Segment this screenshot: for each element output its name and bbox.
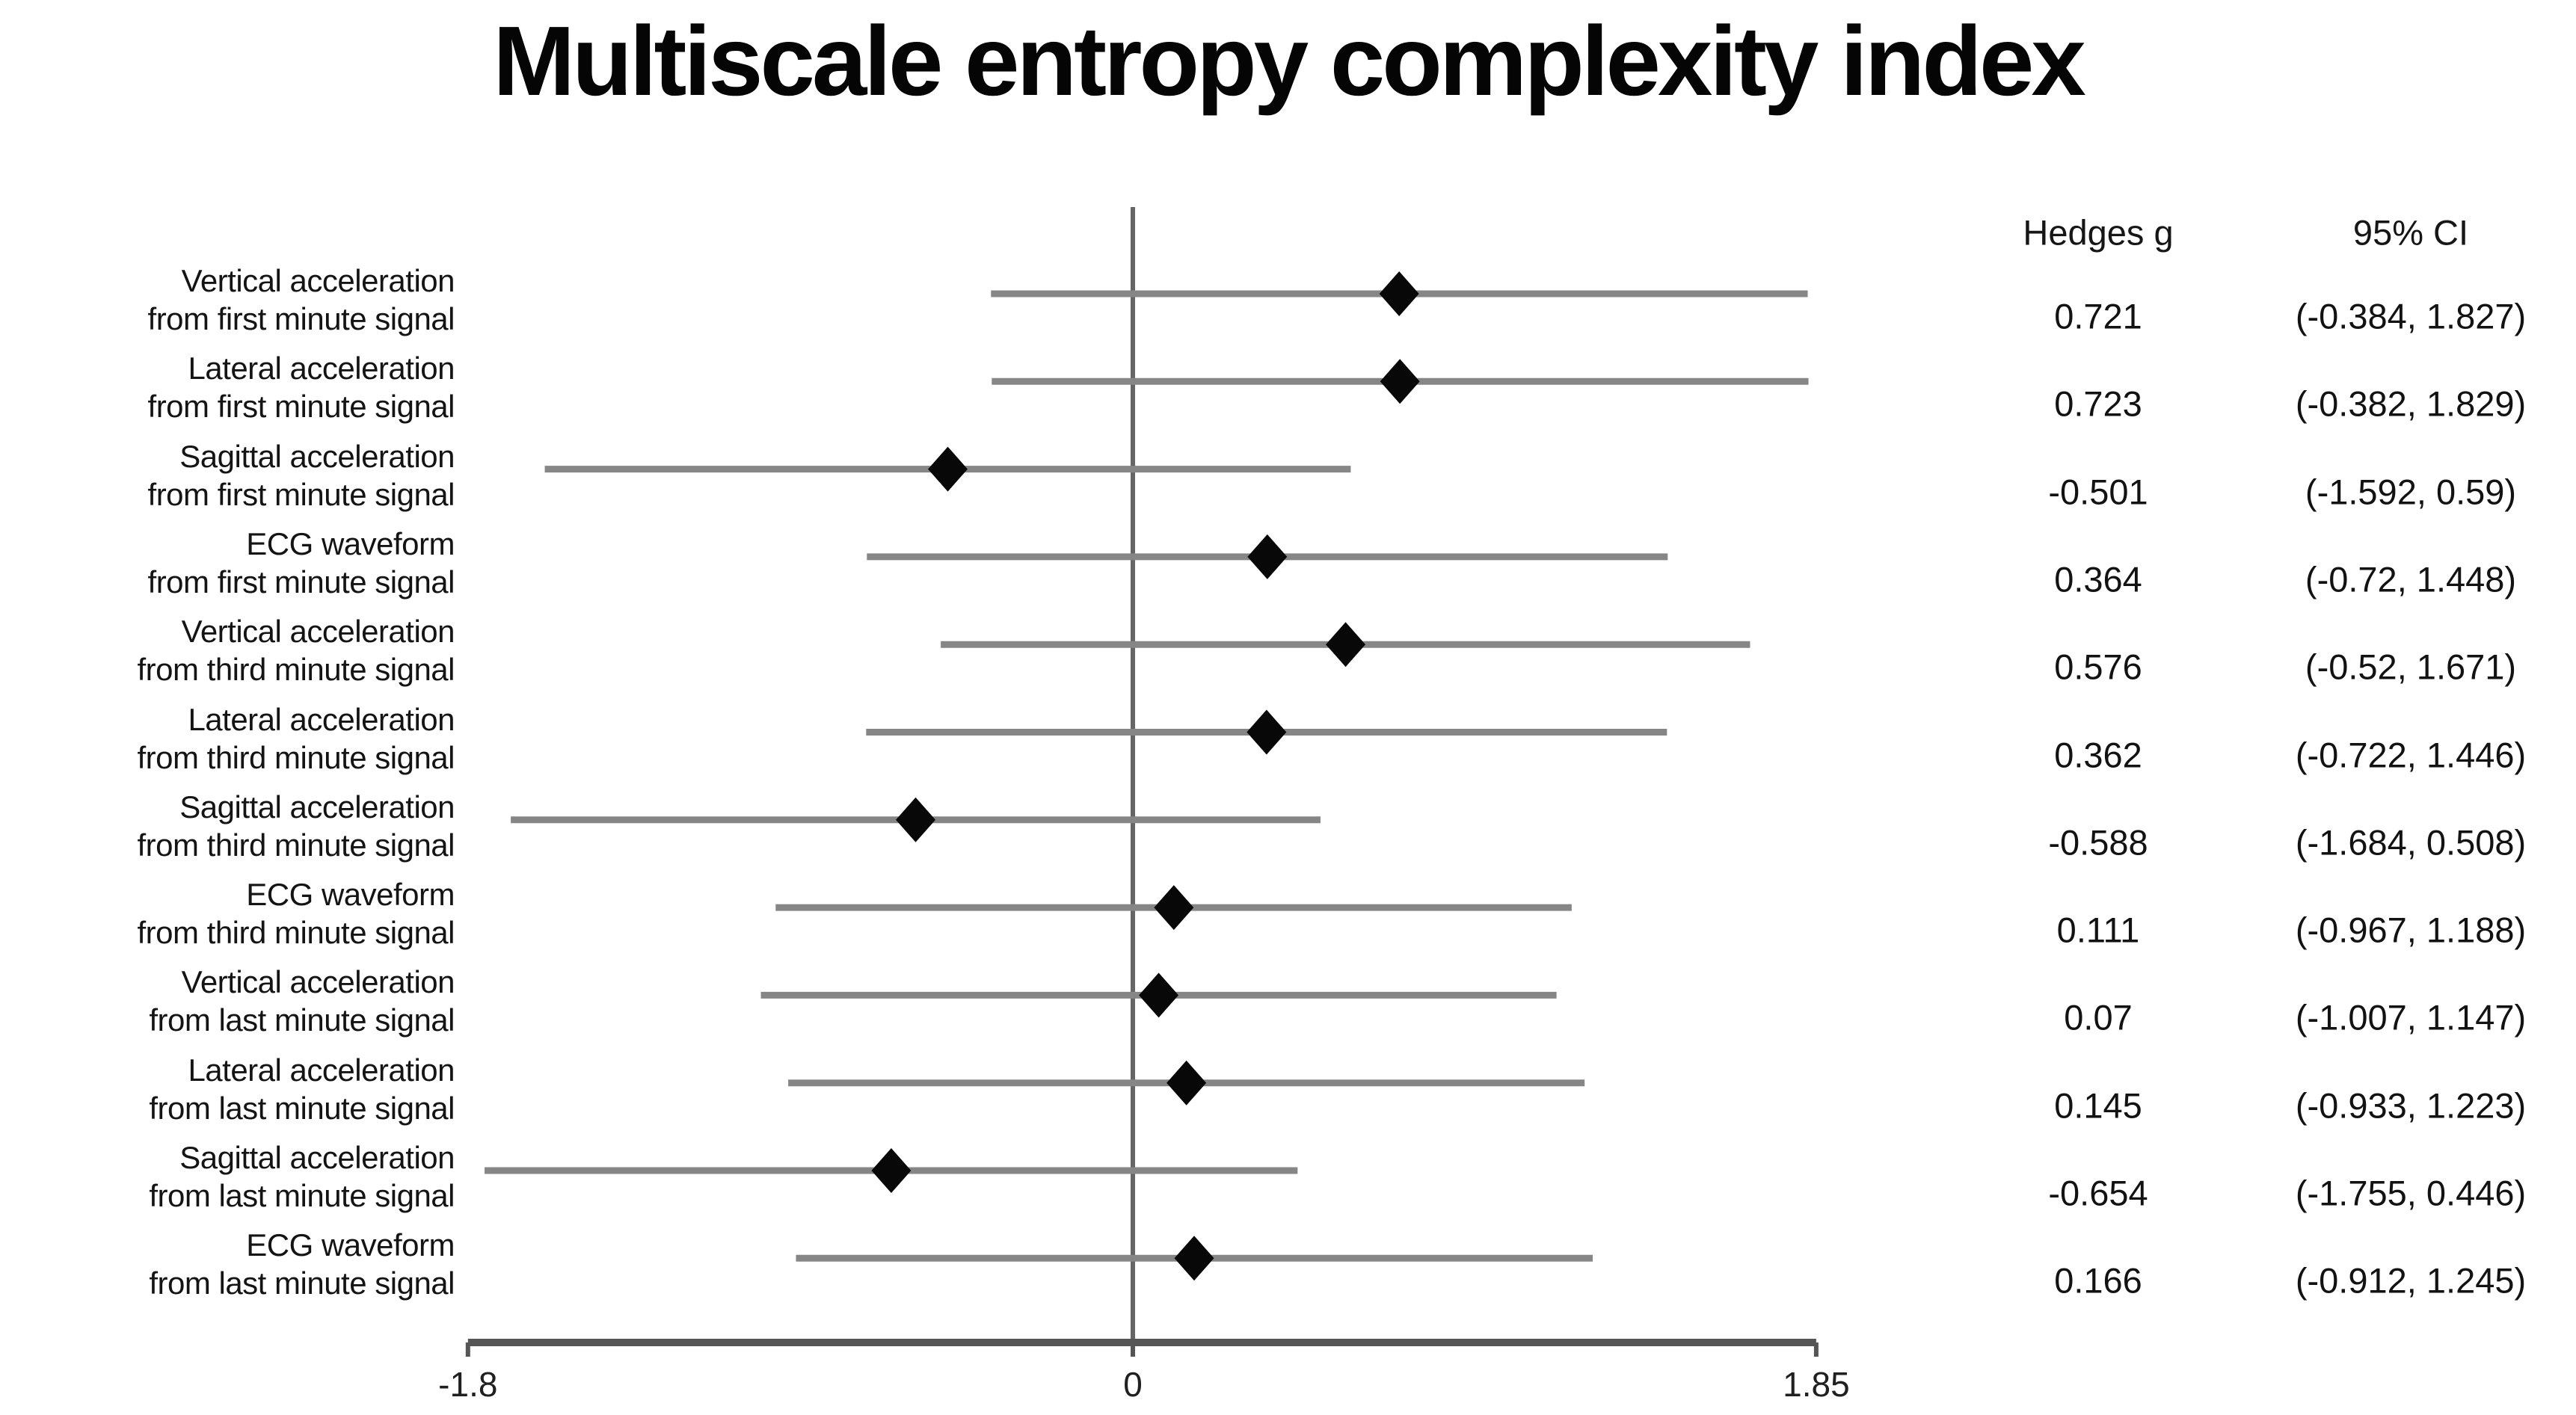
hedges-g-value: 0.166 [2054, 1260, 2142, 1301]
row-label-line1: Lateral acceleration [188, 351, 455, 386]
row-label: Lateral acceleration from first minute si… [0, 349, 455, 425]
row-label-line2: from first minute signal [147, 564, 455, 599]
row-label: ECG waveform from first minute signal [0, 525, 455, 601]
x-tick-label: 1.85 [1783, 1365, 1850, 1404]
hedges-g-value: -0.501 [2048, 472, 2148, 512]
row-label: Lateral acceleration from third minute si… [0, 700, 455, 777]
ci-value: (-1.684, 0.508) [2295, 822, 2527, 863]
diamond-marker [896, 797, 936, 842]
ci-value: (-0.384, 1.827) [2295, 296, 2527, 336]
diamond-marker [871, 1148, 912, 1193]
ci-value: (-1.755, 0.446) [2295, 1173, 2527, 1213]
hedges-g-value: 0.576 [2054, 647, 2142, 687]
row-label-line1: Vertical acceleration [181, 614, 455, 650]
row-label: ECG waveform from third minute signal [0, 875, 455, 952]
row-label-line1: Sagittal acceleration [179, 1140, 455, 1175]
hedges-g-value: 0.721 [2054, 296, 2142, 336]
row-label: Sagittal acceleration from first minute s… [0, 437, 455, 514]
row-label: Vertical acceleration from third minute s… [0, 612, 455, 688]
row-label-line1: ECG waveform [246, 525, 455, 561]
row-label-line2: from last minute signal [149, 1266, 455, 1301]
row-label-line2: from last minute signal [149, 1178, 455, 1213]
ci-value: (-1.592, 0.59) [2305, 472, 2517, 512]
diamond-marker [1174, 1236, 1214, 1281]
diamond-marker [1246, 709, 1287, 755]
row-label-line1: Lateral acceleration [188, 701, 455, 737]
row-label-line2: from third minute signal [137, 652, 455, 688]
column-header-hedges-g: Hedges g [2023, 212, 2174, 253]
row-label: ECG waveform from last minute signal [0, 1226, 455, 1302]
diamond-marker [1166, 1060, 1207, 1106]
row-label: Vertical acceleration from first minute s… [0, 262, 455, 338]
row-label-line1: Sagittal acceleration [179, 438, 455, 474]
row-label-line2: from last minute signal [149, 1002, 455, 1038]
hedges-g-value: 0.111 [2056, 910, 2140, 950]
diamond-marker [1154, 885, 1194, 931]
ci-value: (-0.722, 1.446) [2295, 735, 2527, 774]
row-label-line1: Sagittal acceleration [179, 789, 455, 824]
hedges-g-value: 0.145 [2054, 1085, 2142, 1126]
row-label-line1: ECG waveform [246, 1227, 455, 1263]
row-label: Sagittal acceleration from third minute s… [0, 788, 455, 864]
hedges-g-value: 0.07 [2064, 997, 2133, 1038]
row-label-line1: Vertical acceleration [181, 964, 455, 1000]
figure-title: Multiscale entropy complexity index [493, 6, 2086, 116]
column-header-ci: 95% CI [2352, 212, 2469, 253]
x-tick-label: -1.8 [438, 1365, 498, 1404]
row-label-line2: from last minute signal [149, 1090, 455, 1126]
x-tick-label: 0 [1123, 1365, 1143, 1404]
row-label: Lateral acceleration from last minute sig… [0, 1051, 455, 1127]
hedges-g-value: -0.654 [2048, 1173, 2148, 1213]
row-label-line1: ECG waveform [246, 877, 455, 913]
row-label-line2: from third minute signal [137, 739, 455, 775]
row-label-line2: from first minute signal [147, 389, 455, 425]
diamond-marker [1326, 622, 1366, 668]
ci-value: (-0.72, 1.448) [2305, 559, 2517, 599]
row-label-line2: from third minute signal [137, 915, 455, 951]
diamond-marker [1379, 271, 1419, 316]
ci-value: (-1.007, 1.147) [2295, 997, 2527, 1038]
row-label: Vertical acceleration from last minute si… [0, 963, 455, 1039]
row-label-line2: from first minute signal [147, 301, 455, 336]
hedges-g-value: 0.364 [2054, 559, 2142, 599]
row-label-line2: from third minute signal [137, 827, 455, 863]
row-label-line1: Lateral acceleration [188, 1052, 455, 1088]
row-label-line2: from first minute signal [147, 476, 455, 512]
diamond-marker [928, 446, 968, 492]
ci-value: (-0.912, 1.245) [2295, 1260, 2527, 1301]
row-label-line1: Vertical acceleration [181, 263, 455, 298]
diamond-marker [1139, 972, 1179, 1018]
hedges-g-value: 0.362 [2054, 735, 2142, 774]
ci-value: (-0.382, 1.829) [2295, 383, 2527, 424]
hedges-g-value: 0.723 [2054, 383, 2142, 424]
hedges-g-value: -0.588 [2048, 822, 2148, 863]
ci-value: (-0.967, 1.188) [2295, 910, 2527, 950]
ci-value: (-0.933, 1.223) [2295, 1085, 2527, 1126]
diamond-marker [1380, 359, 1420, 404]
diamond-marker [1247, 534, 1288, 579]
ci-value: (-0.52, 1.671) [2305, 647, 2517, 687]
row-label: Sagittal acceleration from last minute si… [0, 1138, 455, 1215]
